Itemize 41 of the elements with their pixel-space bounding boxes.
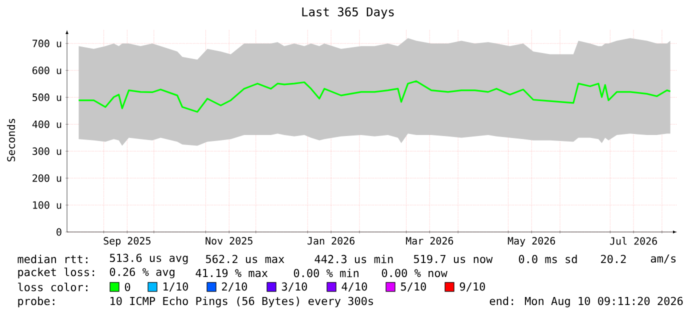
text: 0.00 % now	[382, 268, 448, 278]
y-axis-title: Seconds	[6, 118, 16, 162]
text: packet loss:	[18, 268, 94, 278]
y-tick-label: 400 u	[32, 120, 62, 128]
text: 0.0 ms sd	[518, 254, 577, 264]
text: am/s	[650, 254, 676, 264]
x-tick-label: Nov 2025	[206, 237, 252, 245]
legend-label: 2/10	[222, 282, 247, 292]
text: 0.26 % avg	[110, 268, 174, 278]
y-tick-label: 500 u	[32, 94, 62, 102]
text: end: Mon Aug 10 09:11:20 2026	[490, 296, 683, 308]
text: 10 ICMP Echo Pings (56 Bytes) every 300s	[110, 296, 373, 308]
y-tick-label: 100 u	[33, 201, 62, 209]
text: 562.2 us max	[206, 254, 284, 264]
y-tick-label: 600 u	[32, 66, 62, 74]
text: 519.7 us now	[414, 254, 493, 264]
x-tick-label: May 2026	[508, 237, 556, 247]
x-tick-label: Jan 2026	[308, 237, 354, 245]
y-tick-label: 300 u	[32, 147, 62, 155]
text: 513.6 us avg	[110, 254, 188, 264]
y-tick-label: 700 u	[32, 40, 62, 48]
chart-title: Last 365 Days	[302, 7, 394, 19]
text: 41.19 % max	[196, 268, 268, 278]
text: median rtt:	[18, 254, 88, 264]
legend-title: loss color:	[18, 282, 88, 292]
line-series	[78, 80, 672, 113]
legend-label: 9/10	[460, 282, 485, 292]
y-tick-label: 200 u	[32, 174, 62, 182]
legend-label: 4/10	[342, 282, 367, 292]
x-tick-label: Mar 2026	[406, 237, 454, 245]
x-tick-label: Jul 2026	[610, 237, 657, 245]
x-tick-label: Sep 2025	[104, 237, 150, 247]
text: 442.3 us min	[314, 254, 393, 264]
y-tick-label: 0	[56, 228, 62, 236]
legend-label: 5/10	[400, 282, 426, 292]
text: 0.00 % min	[294, 268, 358, 278]
legend-label: 0	[124, 282, 130, 292]
legend-label: 1/10	[164, 282, 188, 292]
legend-label: 3/10	[282, 282, 307, 292]
text: 20.2	[601, 254, 626, 264]
text: probe:	[18, 296, 54, 308]
